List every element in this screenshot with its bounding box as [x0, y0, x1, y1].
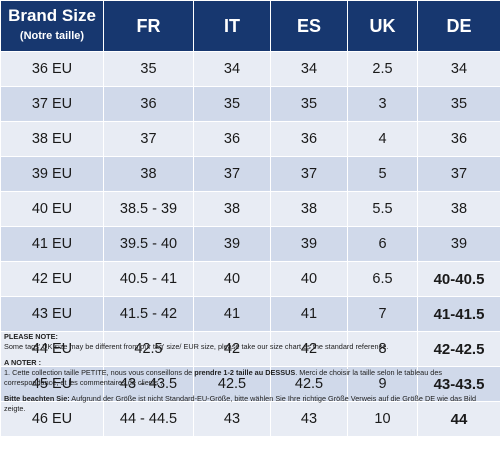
- cell-uk: 5.5: [347, 191, 418, 227]
- table-row: 38 EU 37 36 36 4 36: [0, 121, 500, 157]
- cell-it: 41: [193, 296, 271, 332]
- cell-uk: 10: [347, 401, 418, 437]
- cell-uk: 2.5: [347, 51, 418, 87]
- cell-brand: 45 EU: [0, 366, 104, 402]
- size-notes: PLEASE NOTE: Some tags' UK size may be d…: [4, 332, 496, 414]
- cell-es: 43: [270, 401, 348, 437]
- header-uk: UK: [347, 0, 418, 52]
- cell-brand: 39 EU: [0, 156, 104, 192]
- cell-it: 36: [193, 121, 271, 157]
- header-brand-size-sub: (Notre taille): [19, 30, 85, 42]
- size-conversion-table: Brand Size (Notre taille) FR IT ES UK DE…: [0, 0, 500, 437]
- cell-it: 40: [193, 261, 271, 297]
- cell-de: 34: [417, 51, 500, 87]
- a-noter-text: 1. Cette collection taille PETITE, nous …: [4, 368, 496, 388]
- table-row: 44 EU 42.5 42 42 8 42-42.5: [0, 331, 500, 367]
- cell-brand: 37 EU: [0, 86, 104, 122]
- cell-fr: 38.5 - 39: [103, 191, 194, 227]
- header-de: DE: [417, 0, 500, 52]
- cell-uk: 6: [347, 226, 418, 262]
- cell-de: 38: [417, 191, 500, 227]
- table-row: 43 EU 41.5 - 42 41 41 7 41-41.5: [0, 296, 500, 332]
- cell-es: 42.5: [270, 366, 348, 402]
- cell-de: 42-42.5: [417, 331, 500, 367]
- cell-es: 39: [270, 226, 348, 262]
- cell-brand: 36 EU: [0, 51, 104, 87]
- cell-it: 42.5: [193, 366, 271, 402]
- cell-fr: 36: [103, 86, 194, 122]
- cell-es: 35: [270, 86, 348, 122]
- cell-uk: 7: [347, 296, 418, 332]
- cell-de: 35: [417, 86, 500, 122]
- cell-de: 40-40.5: [417, 261, 500, 297]
- table-row: 42 EU 40.5 - 41 40 40 6.5 40-40.5: [0, 261, 500, 297]
- table-row: 40 EU 38.5 - 39 38 38 5.5 38: [0, 191, 500, 227]
- a-noter-title-line: A NOTER :: [4, 358, 496, 368]
- cell-fr: 35: [103, 51, 194, 87]
- cell-fr: 44 - 44.5: [103, 401, 194, 437]
- bitte-text: Aufgrund der Größe ist nicht Standard-EU…: [4, 394, 477, 413]
- a-noter-bold: prendre 1-2 taille au DESSUS: [194, 368, 296, 377]
- cell-fr: 39.5 - 40: [103, 226, 194, 262]
- cell-brand: 44 EU: [0, 331, 104, 367]
- cell-it: 43: [193, 401, 271, 437]
- cell-de: 36: [417, 121, 500, 157]
- please-note-text: Some tags' UK size may be different from…: [4, 342, 389, 351]
- cell-de: 41-41.5: [417, 296, 500, 332]
- table-row: 46 EU 44 - 44.5 43 43 10 44: [0, 401, 500, 437]
- header-brand-size-label: Brand Size: [8, 6, 96, 25]
- cell-de: 39: [417, 226, 500, 262]
- a-noter-text-part2: . Merci de choisir la taille selon le ta…: [4, 368, 443, 387]
- cell-it: 42: [193, 331, 271, 367]
- table-row: 36 EU 35 34 34 2.5 34: [0, 51, 500, 87]
- cell-brand: 43 EU: [0, 296, 104, 332]
- cell-fr: 42.5: [103, 331, 194, 367]
- header-brand-size: Brand Size (Notre taille): [0, 0, 104, 52]
- cell-uk: 8: [347, 331, 418, 367]
- cell-brand: 38 EU: [0, 121, 104, 157]
- header-fr: FR: [103, 0, 194, 52]
- cell-de: 44: [417, 401, 500, 437]
- cell-es: 37: [270, 156, 348, 192]
- cell-uk: 6.5: [347, 261, 418, 297]
- table-row: 41 EU 39.5 - 40 39 39 6 39: [0, 226, 500, 262]
- cell-uk: 5: [347, 156, 418, 192]
- cell-uk: 3: [347, 86, 418, 122]
- cell-es: 38: [270, 191, 348, 227]
- cell-es: 36: [270, 121, 348, 157]
- cell-it: 39: [193, 226, 271, 262]
- cell-es: 42: [270, 331, 348, 367]
- header-it: IT: [193, 0, 271, 52]
- please-note-title: PLEASE NOTE:: [4, 332, 58, 341]
- cell-uk: 4: [347, 121, 418, 157]
- a-noter-text-part1: 1. Cette collection taille PETITE, nous …: [4, 368, 195, 377]
- header-es: ES: [270, 0, 348, 52]
- bitte-block: Bitte beachten Sie: Aufgrund der Größe i…: [4, 394, 496, 414]
- cell-brand: 41 EU: [0, 226, 104, 262]
- please-note-block: PLEASE NOTE:: [4, 332, 496, 342]
- table-header-row: Brand Size (Notre taille) FR IT ES UK DE: [0, 0, 500, 52]
- cell-brand: 40 EU: [0, 191, 104, 227]
- cell-fr: 38: [103, 156, 194, 192]
- cell-es: 40: [270, 261, 348, 297]
- cell-de: 37: [417, 156, 500, 192]
- cell-it: 34: [193, 51, 271, 87]
- cell-it: 35: [193, 86, 271, 122]
- cell-it: 38: [193, 191, 271, 227]
- cell-brand: 46 EU: [0, 401, 104, 437]
- cell-fr: 37: [103, 121, 194, 157]
- cell-es: 34: [270, 51, 348, 87]
- table-row: 37 EU 36 35 35 3 35: [0, 86, 500, 122]
- cell-es: 41: [270, 296, 348, 332]
- table-row: 39 EU 38 37 37 5 37: [0, 156, 500, 192]
- cell-fr: 40.5 - 41: [103, 261, 194, 297]
- cell-it: 37: [193, 156, 271, 192]
- cell-uk: 9: [347, 366, 418, 402]
- a-noter-title: A NOTER :: [4, 358, 42, 367]
- table-row: 45 EU 43 - 43.5 42.5 42.5 9 43-43.5: [0, 366, 500, 402]
- cell-brand: 42 EU: [0, 261, 104, 297]
- cell-fr: 41.5 - 42: [103, 296, 194, 332]
- bitte-title: Bitte beachten Sie:: [4, 394, 70, 403]
